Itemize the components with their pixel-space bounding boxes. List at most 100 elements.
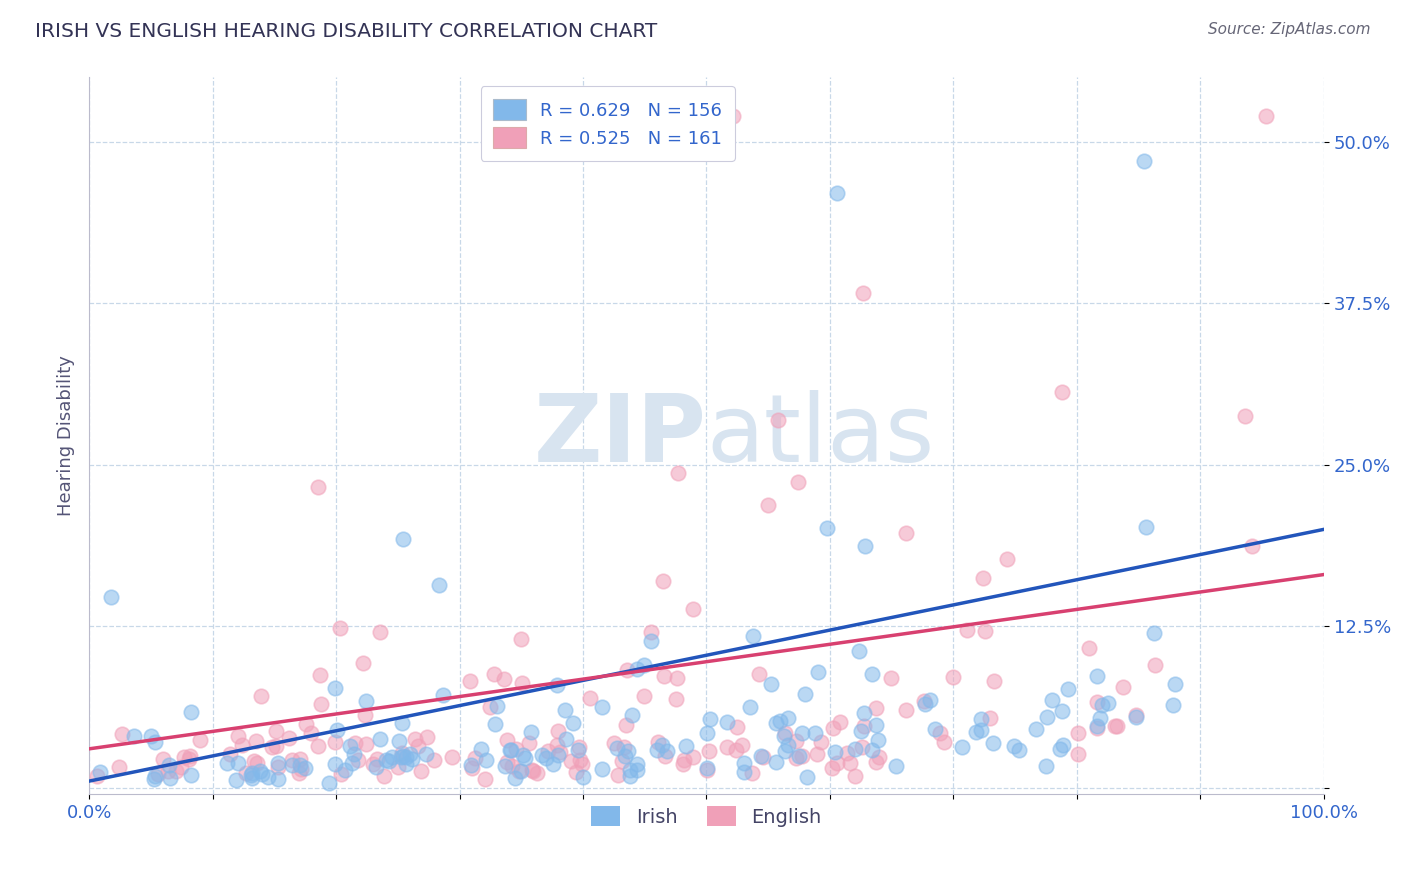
Point: [309, 698, 332, 712]
Point: [415, 747, 437, 761]
Point: [591, 699, 613, 714]
Point: [378, 754, 401, 768]
Point: [730, 738, 752, 752]
Point: [865, 756, 887, 770]
Point: [697, 743, 720, 757]
Point: [264, 739, 287, 754]
Point: [738, 699, 761, 714]
Point: [1067, 726, 1090, 740]
Point: [560, 754, 582, 768]
Point: [1135, 520, 1157, 534]
Point: [122, 729, 145, 743]
Point: [335, 763, 357, 777]
Point: [995, 552, 1018, 566]
Point: [520, 764, 543, 778]
Point: [389, 750, 412, 764]
Point: [416, 730, 439, 744]
Point: [543, 757, 565, 772]
Legend: Irish, English: Irish, English: [583, 798, 830, 835]
Point: [250, 689, 273, 703]
Text: Source: ZipAtlas.com: Source: ZipAtlas.com: [1208, 22, 1371, 37]
Point: [579, 691, 602, 706]
Point: [180, 768, 202, 782]
Point: [773, 744, 796, 758]
Point: [1161, 698, 1184, 712]
Point: [391, 746, 413, 760]
Point: [495, 733, 517, 747]
Point: [240, 771, 263, 785]
Point: [793, 687, 815, 701]
Point: [654, 749, 676, 764]
Point: [188, 733, 211, 747]
Point: [231, 738, 253, 752]
Point: [838, 756, 860, 770]
Point: [1088, 711, 1111, 725]
Point: [942, 670, 965, 684]
Point: [546, 678, 568, 692]
Point: [499, 743, 522, 757]
Point: [555, 731, 578, 746]
Point: [860, 667, 883, 681]
Point: [240, 766, 263, 780]
Point: [458, 674, 481, 689]
Point: [501, 758, 523, 772]
Point: [307, 739, 329, 754]
Point: [912, 694, 935, 708]
Point: [547, 748, 569, 763]
Point: [534, 751, 557, 765]
Point: [725, 743, 748, 757]
Point: [392, 749, 415, 764]
Point: [606, 768, 628, 782]
Point: [626, 662, 648, 676]
Point: [932, 735, 955, 749]
Point: [572, 770, 595, 784]
Point: [547, 723, 569, 738]
Point: [554, 703, 576, 717]
Point: [179, 748, 201, 763]
Point: [486, 698, 509, 713]
Point: [844, 742, 866, 756]
Point: [309, 667, 332, 681]
Point: [821, 721, 844, 735]
Point: [364, 760, 387, 774]
Point: [375, 753, 398, 767]
Point: [725, 720, 748, 734]
Point: [1125, 710, 1147, 724]
Point: [606, 741, 628, 756]
Point: [787, 749, 810, 764]
Point: [475, 753, 498, 767]
Point: [1050, 384, 1073, 399]
Point: [546, 739, 568, 753]
Point: [918, 693, 941, 707]
Point: [395, 750, 418, 764]
Point: [401, 751, 423, 765]
Point: [1002, 739, 1025, 753]
Point: [548, 745, 571, 759]
Point: [830, 715, 852, 730]
Point: [1125, 708, 1147, 723]
Point: [1133, 154, 1156, 169]
Point: [537, 744, 560, 758]
Point: [970, 712, 993, 726]
Point: [626, 757, 648, 772]
Point: [733, 756, 755, 771]
Point: [733, 764, 755, 779]
Point: [1040, 693, 1063, 707]
Point: [340, 756, 363, 770]
Point: [825, 756, 848, 771]
Point: [860, 743, 883, 757]
Point: [143, 772, 166, 787]
Point: [835, 746, 858, 760]
Point: [748, 667, 770, 681]
Point: [613, 739, 636, 754]
Point: [633, 657, 655, 672]
Point: [399, 747, 422, 761]
Point: [640, 634, 662, 648]
Point: [806, 747, 828, 762]
Point: [323, 757, 346, 772]
Point: [896, 526, 918, 541]
Point: [252, 767, 274, 781]
Point: [299, 725, 322, 739]
Point: [256, 770, 278, 784]
Point: [325, 723, 347, 738]
